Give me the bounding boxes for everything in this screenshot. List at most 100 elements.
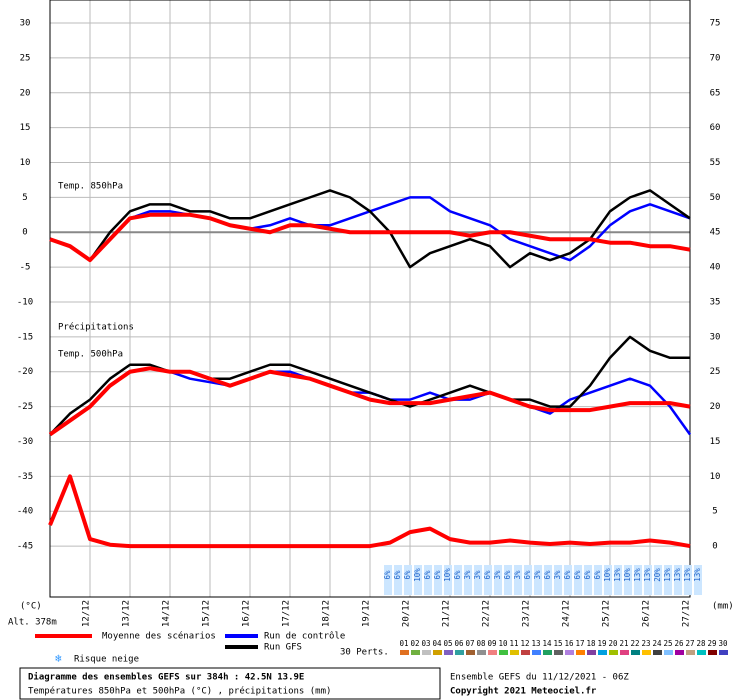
snow-risk-cell [474,565,482,595]
snow-risk-label: 3% [513,570,522,580]
perturbation-label: 13 [531,639,540,648]
y2-tick-label: 25 [710,367,721,377]
perturbation-label: 02 [410,639,419,648]
snow-risk-label: 20% [653,568,662,582]
y-tick-label: 30 [20,19,31,29]
perturbation-swatch [455,650,464,655]
perturbation-label: 22 [630,639,639,648]
y-tick-label: 0 [22,228,27,238]
panel-label: Précipitations [58,322,134,333]
legend-label: Run de contrôle [264,631,345,642]
snow-risk-cell [614,565,622,595]
plot-area [49,0,691,598]
snow-risk-label: 6% [403,570,412,580]
snow-risk-label: 13% [693,568,702,582]
snow-risk-label: 13% [633,568,642,582]
snow-risk-label: 13% [673,568,682,582]
snow-risk-cell [674,565,682,595]
legend-label: Moyenne des scénarios [102,631,216,642]
perturbation-swatch [598,650,607,655]
y2-tick-label: 15 [710,437,721,447]
perturbation-label: 21 [619,639,628,648]
left-unit: (°C) [20,602,42,612]
perturbation-swatch [642,650,651,655]
perturbation-label: 08 [476,639,486,648]
snow-risk-cell [504,565,512,595]
perturbation-label: 14 [542,639,552,648]
y-tick-label: 25 [20,53,31,63]
snow-risk-cell [394,565,402,595]
perturbation-swatch [521,650,530,655]
y-tick-label: -45 [17,542,33,552]
x-tick-label: 27/12 [682,600,692,627]
footer-run: Ensemble GEFS du 11/12/2021 - 06Z [450,673,629,683]
perturbation-label: 24 [652,639,662,648]
snow-risk-label: 6% [593,570,602,580]
snow-risk-label: 3% [553,570,562,580]
altitude: Alt. 378m [8,618,57,628]
y-tick-label: -10 [17,297,33,307]
y-tick-label: -20 [17,367,33,377]
perturbation-label: 17 [575,639,584,648]
y-tick-label: -15 [17,332,33,342]
perturbation-label: 01 [399,639,408,648]
perturbation-swatch [664,650,673,655]
footer-title: Diagramme des ensembles GEFS sur 384h : … [28,672,304,683]
snow-risk-cell [514,565,522,595]
x-tick-label: 24/12 [562,600,572,627]
perturbation-label: 06 [454,639,464,648]
y2-tick-label: 40 [710,263,721,273]
y2-tick-label: 55 [710,158,721,168]
snow-risk-cell [444,565,452,595]
snow-risk-label: 13% [683,568,692,582]
perturbation-swatch [543,650,552,655]
y2-tick-label: 75 [710,19,721,29]
perturbation-swatch [609,650,618,655]
x-tick-label: 12/12 [82,600,92,627]
snow-risk-label: 10% [623,568,632,582]
snow-icon: ❄ [55,652,62,665]
snow-risk-label: 6% [483,570,492,580]
perturbation-swatch [510,650,519,655]
snow-risk-cell [414,565,422,595]
perturbation-swatch [708,650,717,655]
perturbation-swatch [697,650,706,655]
perturbation-swatch [653,650,662,655]
perturbation-label: 23 [641,639,650,648]
snow-risk-label: 6% [543,570,552,580]
snow-risk-cell [624,565,632,595]
snow-risk-cell [634,565,642,595]
snow-risk-label: 10% [603,568,612,582]
y-tick-label: -25 [17,402,33,412]
x-tick-label: 17/12 [282,600,292,627]
snow-risk-label: 6% [393,570,402,580]
footer-box [19,667,441,700]
x-tick-label: 20/12 [402,600,412,627]
x-tick-label: 21/12 [442,600,452,627]
snow-risk-cell [384,565,392,595]
snow-risk-cell [554,565,562,595]
snow-risk-label: 6% [383,570,392,580]
snow-risk-label: 6% [523,570,532,580]
perturbation-label: 27 [685,639,694,648]
perturbation-swatch [719,650,728,655]
snow-risk-cell [564,565,572,595]
perturbation-label: 03 [421,639,430,648]
snow-risk-label: 10% [443,568,452,582]
snow-risk-label: 10% [413,568,422,582]
snow-risk-label: 3% [473,570,482,580]
series-line [49,335,690,436]
perturbation-swatch [400,650,409,655]
snow-risk-cell [584,565,592,595]
y2-tick-label: 35 [710,297,721,307]
right-unit: (mm) [712,602,734,612]
perturbation-swatch [444,650,453,655]
perturbation-label: 26 [674,639,684,648]
perturbation-swatch [499,650,508,655]
x-tick-label: 18/12 [322,600,332,627]
perturbation-label: 25 [663,639,672,648]
footer-copyright: Copyright 2021 Meteociel.fr [450,686,597,697]
y-tick-label: 15 [20,123,31,133]
snow-risk-label: 13% [663,568,672,582]
